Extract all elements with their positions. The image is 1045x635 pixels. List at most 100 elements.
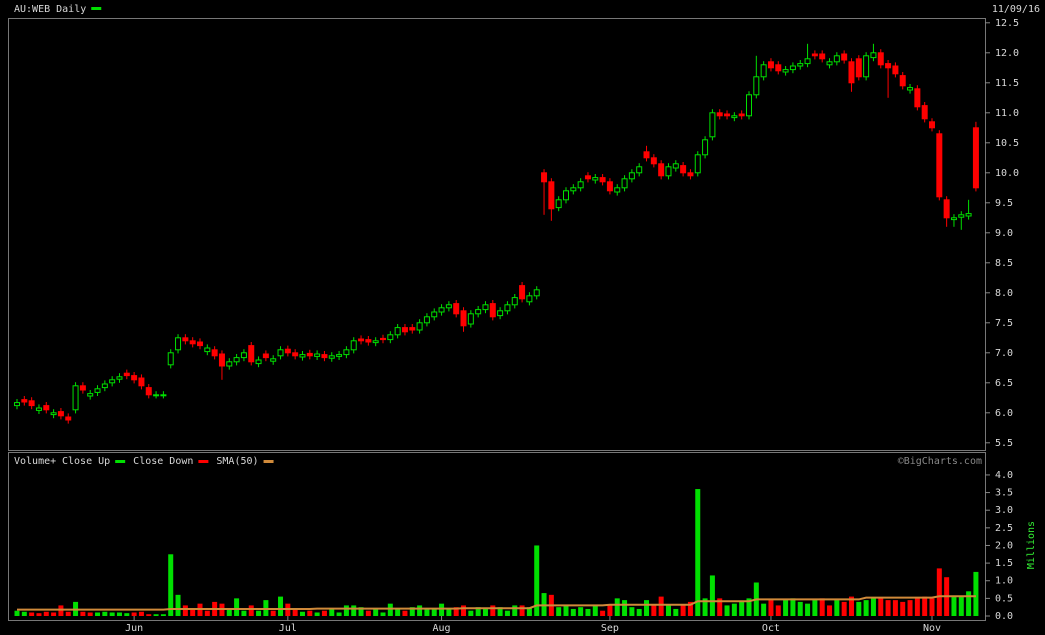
candle-body [453,303,460,315]
volume-bar [966,591,972,616]
candle-body [233,357,240,363]
volume-bar [900,601,906,616]
volume-bar [248,605,254,616]
volume-bar [314,612,320,616]
candle-body [87,393,94,397]
volume-bar [43,611,49,616]
volume-bar [907,600,913,616]
volume-bar [204,610,210,616]
candle-body [555,199,562,209]
volume-bar [614,598,620,616]
candle-body [914,88,921,108]
volume-bar [570,608,576,616]
candle-body [401,327,408,333]
volume-bar [622,600,628,616]
candle-body [336,354,343,357]
candle-body [255,359,262,365]
candle-body [731,115,738,119]
volume-bar [812,600,818,616]
volume-bar [461,605,467,616]
volume-bar [373,608,379,616]
candle-body [497,310,504,317]
volume-bar [468,610,474,616]
volume-bar [665,605,671,616]
candle-body [511,297,518,306]
volume-bar [856,601,862,616]
x-tick-label: Jul [279,623,297,634]
candle-body [226,361,233,367]
volume-bar [336,612,342,616]
y-tick-label: 11.0 [995,108,1019,119]
volume-bar [58,605,64,616]
volume-bar [482,608,488,616]
candle-body [372,340,379,344]
volume-bar [695,489,701,616]
legend-label: SMA(50) [216,456,258,467]
volume-bar [131,612,137,616]
volume-bar [446,608,452,616]
volume-bar [629,607,635,616]
x-tick-label: Nov [923,623,941,634]
candle-body [789,65,796,71]
candle-body [921,105,928,120]
candle-body [240,352,247,359]
volume-bar [892,600,898,616]
y-tick-label: 1.0 [995,576,1013,587]
candle-body [123,372,130,377]
candle-body [907,87,914,91]
candle-body [431,311,438,318]
candle-body [541,172,548,183]
candle-body [299,354,306,358]
candle-body [416,322,423,331]
volume-bar [21,611,27,616]
legend-swatch [115,460,126,463]
y-tick-label: 7.5 [995,318,1013,329]
candle-body [160,394,167,397]
y-tick-label: 7.0 [995,348,1013,359]
candle-body [877,52,884,66]
candle-body [526,295,533,303]
y-tick-label: 2.5 [995,523,1013,534]
volume-bar [490,605,496,616]
volume-bar [109,612,115,616]
candle-body [21,399,28,403]
candle-body [716,112,723,117]
candle-body [519,285,526,300]
candle-body [167,352,174,366]
volume-bar [885,600,891,616]
volume-bar [182,605,188,616]
candle-body [65,416,72,421]
candle-body [870,52,877,59]
y-tick-label: 3.0 [995,505,1013,516]
volume-bar [241,610,247,616]
volume-bar [651,605,657,616]
candle-body [380,337,386,341]
volume-bar [51,612,57,616]
candle-body [387,334,394,341]
volume-bar [439,603,445,616]
candle-body [292,352,299,357]
volume-bar [644,600,650,616]
candle-body [760,64,767,78]
volume-bar [848,596,854,616]
x-tick-label: Aug [433,623,451,634]
y-tick-label: 12.0 [995,48,1019,59]
candle-body [577,181,584,189]
volume-bar [299,611,305,616]
candle-body [145,387,152,396]
candle-body [841,53,848,61]
candle-body [262,353,269,359]
candle-body [57,411,64,417]
candle-body [482,304,489,311]
volume-bar [504,610,510,616]
candle-body [270,358,277,362]
y-axis-label: Millions [1026,521,1037,569]
volume-bar [160,614,166,616]
volume-bar [190,608,196,616]
candle-body [606,181,613,192]
volume-bar [453,607,459,616]
volume-bar [775,605,781,616]
candle-body [72,385,79,411]
volume-bar [797,601,803,616]
